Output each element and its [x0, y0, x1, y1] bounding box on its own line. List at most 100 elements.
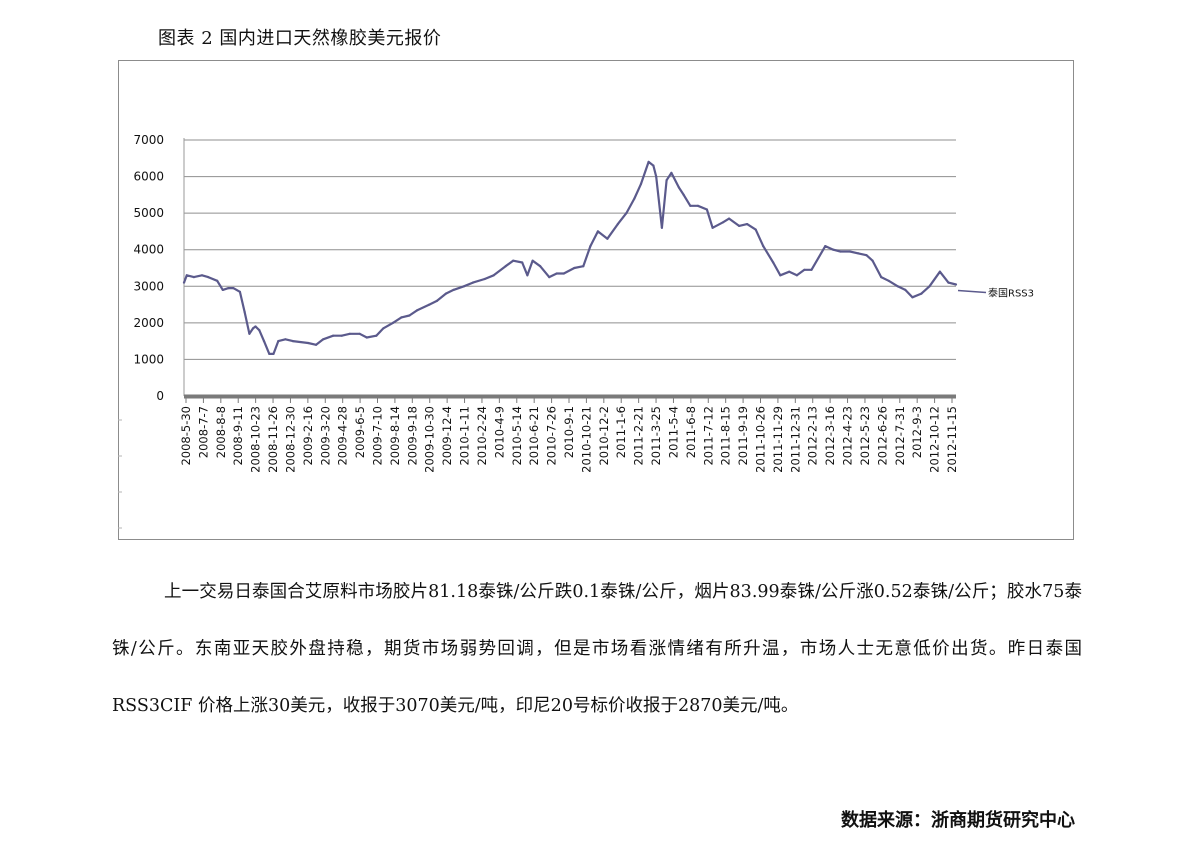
legend-leader-line [957, 289, 987, 294]
data-point [268, 352, 271, 355]
x-tick-label: 2011-1-6 [614, 406, 628, 458]
y-tick-label: 5000 [133, 206, 164, 220]
data-point [848, 250, 852, 253]
x-tick-label: 2008-7-7 [196, 406, 210, 458]
x-tick-label: 2011-10-26 [754, 406, 768, 473]
data-point [526, 274, 529, 277]
y-tick-label: 4000 [133, 243, 164, 257]
data-point [444, 292, 447, 295]
data-point [548, 276, 551, 279]
data-point [896, 285, 899, 288]
x-tick-label: 2010-10-21 [579, 406, 593, 473]
data-point [728, 217, 731, 220]
x-tick-label: 2008-11-26 [266, 406, 280, 473]
data-point [832, 248, 835, 251]
y-tick-label: 6000 [133, 170, 164, 184]
x-tick-label: 2012-3-16 [823, 406, 837, 466]
data-point [200, 274, 204, 277]
data-point [788, 270, 791, 273]
x-axis-ticks: 2008-5-30 2008-7-7 2008-8-8 2008-9-11 2008-1… [179, 398, 959, 473]
data-point [555, 272, 558, 275]
x-tick-label: 2008-12-30 [283, 406, 297, 473]
data-point [416, 309, 419, 312]
data-point [904, 288, 907, 291]
data-point [795, 274, 799, 277]
data-point [462, 285, 465, 288]
data-point [738, 224, 741, 227]
data-point [452, 288, 455, 291]
x-tick-label: 2009-7-10 [371, 406, 385, 466]
data-point [192, 276, 195, 279]
data-point [655, 175, 658, 178]
data-point [207, 276, 210, 279]
data-point [582, 265, 585, 268]
market-commentary: 上一交易日泰国合艾原料市场胶片81.18泰铢/公斤跌0.1泰铢/公斤，烟片83.… [112, 582, 1082, 716]
x-tick-label: 2011-6-8 [684, 406, 698, 458]
x-tick-label: 2011-7-12 [701, 406, 715, 466]
x-tick-label: 2011-5-4 [666, 406, 680, 458]
data-point [938, 270, 942, 273]
data-point [254, 325, 257, 328]
x-tick-label: 2009-2-16 [301, 406, 315, 466]
data-point [358, 332, 361, 335]
data-point [779, 274, 782, 277]
x-tick-label: 2012-10-12 [928, 406, 942, 473]
data-point [262, 340, 266, 343]
data-point [340, 334, 343, 337]
data-point [754, 228, 757, 231]
data-point [182, 281, 186, 284]
x-tick-label: 2010-12-2 [597, 406, 611, 466]
data-point [677, 186, 681, 189]
data-point [670, 171, 673, 174]
data-point [857, 252, 860, 255]
x-tick-label: 2010-5-14 [510, 406, 524, 466]
data-point [772, 261, 775, 264]
data-point [284, 338, 287, 341]
x-tick-label: 2011-12-31 [788, 406, 802, 473]
data-point [880, 276, 883, 279]
data-point [911, 296, 914, 299]
data-point [746, 223, 749, 226]
data-point [435, 299, 438, 302]
data-point [232, 287, 235, 290]
data-point [322, 338, 325, 341]
data-point [248, 332, 251, 335]
x-tick-label: 2011-9-19 [736, 406, 750, 466]
x-tick-label: 2010-4-9 [492, 406, 506, 458]
data-point [954, 283, 958, 286]
x-tick-label: 2008-9-11 [231, 406, 245, 466]
y-axis-ticks: 0 1000 2000 3000 4000 5000 6000 7000 [133, 133, 164, 403]
data-point [682, 193, 685, 196]
data-point [382, 327, 385, 330]
data-point [221, 288, 224, 291]
x-tick-label: 2010-6-21 [527, 406, 541, 466]
data-point [400, 316, 403, 319]
data-point [315, 343, 318, 346]
data-point [947, 281, 950, 284]
data-point [291, 340, 294, 343]
x-tick-label: 2009-6-5 [353, 406, 367, 458]
data-point [512, 259, 515, 262]
data-point [428, 303, 431, 306]
data-point [375, 334, 378, 337]
x-tick-label: 2012-7-31 [893, 406, 907, 466]
chart-axes [118, 138, 956, 529]
data-point [589, 245, 592, 248]
x-tick-label: 2011-8-15 [719, 406, 733, 466]
chart-gridlines [184, 139, 956, 360]
data-source: 数据来源：浙商期货研究中心 [841, 810, 1075, 831]
data-point [307, 341, 310, 345]
y-tick-label: 3000 [133, 279, 164, 293]
x-tick-label: 2012-4-23 [841, 406, 855, 466]
x-tick-label: 2011-3-25 [649, 406, 663, 466]
series-line-thai-rss3 [182, 160, 957, 355]
x-tick-label: 2009-12-4 [440, 406, 454, 466]
data-point [408, 314, 411, 317]
data-point [483, 277, 486, 281]
data-point [665, 179, 668, 182]
x-tick-label: 2009-10-30 [423, 406, 437, 473]
y-tick-label: 7000 [133, 133, 164, 147]
series-layer [182, 160, 958, 355]
data-point [633, 197, 636, 200]
